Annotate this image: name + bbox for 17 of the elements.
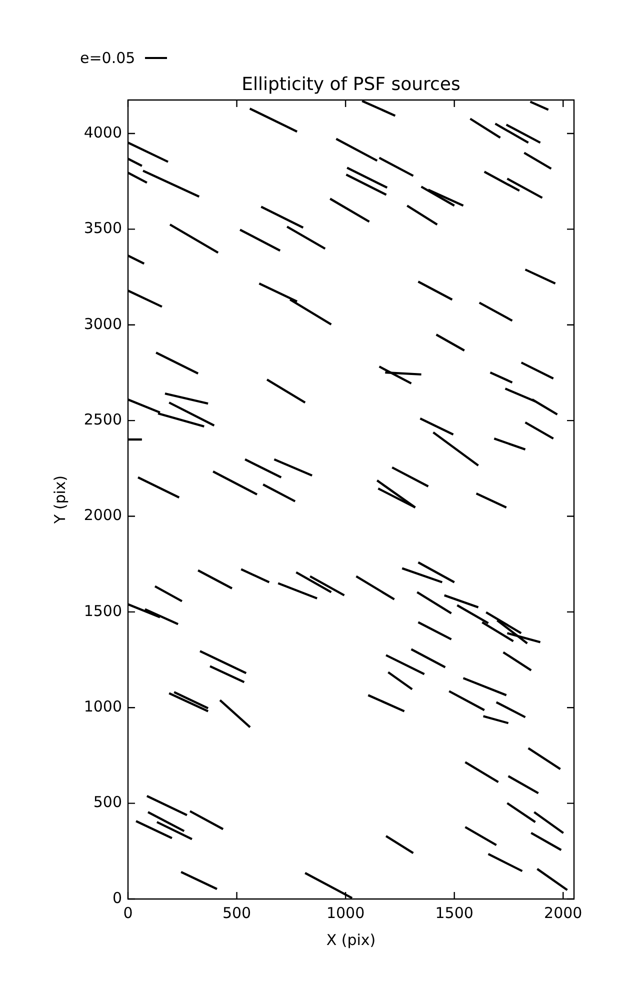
x-tick-label: 2000 [544,904,582,922]
x-axis-title: X (pix) [326,930,376,949]
y-tick-label: 500 [93,793,122,812]
y-tick-label: 1000 [84,698,122,716]
legend-label: e=0.05 [80,49,136,67]
y-tick-label: 4000 [84,123,122,142]
y-tick-label: 0 [112,888,122,907]
chart-title: Ellipticity of PSF sources [240,74,462,95]
y-tick-label: 3000 [84,314,122,333]
y-tick-label: 2000 [84,506,122,524]
y-tick-label: 3500 [84,219,122,238]
x-tick-label: 500 [222,904,252,922]
y-tick-label: 1500 [84,602,122,620]
y-axis-title: Y (pix) [50,475,69,525]
x-tick-label: 1000 [326,904,365,922]
y-tick-label: 2500 [84,410,122,428]
x-tick-label: 1500 [435,904,474,922]
